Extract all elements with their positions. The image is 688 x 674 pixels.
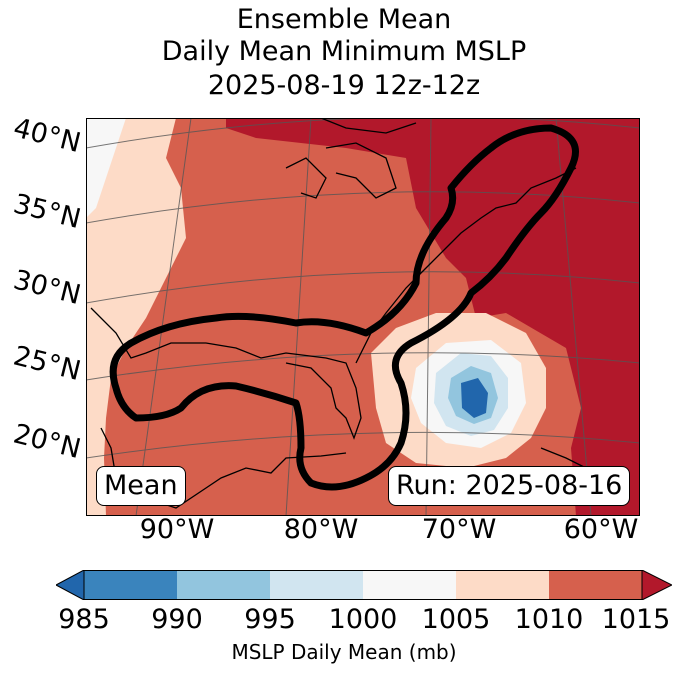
- colorbar: [56, 570, 672, 600]
- lon-label-90: 90°W: [139, 514, 215, 545]
- lat-label-35: 35°N: [10, 188, 84, 236]
- lon-label-80: 80°W: [283, 514, 359, 545]
- lon-label-60: 60°W: [563, 514, 639, 545]
- title-line-2: Daily Mean Minimum MSLP: [161, 36, 527, 67]
- colorbar-tick-990: 990: [151, 604, 203, 635]
- colorbar-bin-1000: [363, 570, 456, 600]
- lon-label-70: 70°W: [421, 514, 497, 545]
- title-line-3: 2025-08-19 12z-12z: [207, 70, 481, 101]
- run-label: Run: 2025-08-16: [388, 466, 631, 506]
- colorbar-label: MSLP Daily Mean (mb): [231, 640, 457, 664]
- ensemble-outline: [109, 124, 579, 491]
- colorbar-tick-1000: 1000: [328, 604, 398, 635]
- low-985: [461, 378, 488, 418]
- map-frame: [86, 118, 640, 516]
- mean-label: Mean: [96, 466, 186, 506]
- colorbar-frame: [83, 570, 643, 600]
- title-line-1: Ensemble Mean: [236, 4, 452, 35]
- lat-label-30: 30°N: [10, 264, 84, 312]
- colorbar-bin-985: [84, 570, 177, 600]
- colorbar-tick-995: 995: [244, 604, 296, 635]
- colorbar-tick-1015: 1015: [601, 604, 671, 635]
- colorbar-min-arrow: [56, 570, 85, 600]
- colorbar-tick-985: 985: [58, 604, 110, 635]
- lat-label-25: 25°N: [10, 340, 84, 388]
- colorbar-bin-1005: [456, 570, 549, 600]
- lat-label-20: 20°N: [10, 418, 84, 466]
- colorbar-max-arrow: [641, 570, 672, 600]
- mslp-map: [86, 118, 640, 516]
- colorbar-bin-1010: [549, 570, 642, 600]
- field-1005-west: [86, 118, 186, 516]
- colorbar-bin-995: [270, 570, 363, 600]
- colorbar-tick-1005: 1005: [421, 604, 491, 635]
- lat-label-40: 40°N: [10, 112, 84, 160]
- colorbar-tick-1010: 1010: [514, 604, 584, 635]
- colorbar-bin-990: [177, 570, 270, 600]
